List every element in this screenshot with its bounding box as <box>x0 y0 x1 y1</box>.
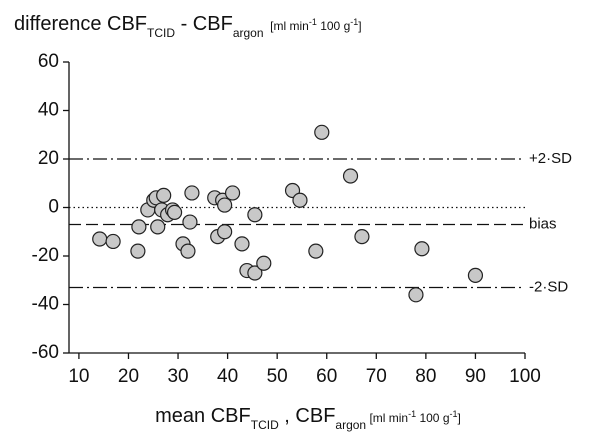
data-point <box>308 243 324 259</box>
text-part: -1 <box>309 17 317 27</box>
y-tick-label: -60 <box>32 342 59 363</box>
y-tick-label: 40 <box>38 100 59 121</box>
text-part: 100 g <box>317 19 350 33</box>
text-part: ] <box>358 19 361 33</box>
data-point <box>467 267 484 283</box>
data-point <box>224 185 241 201</box>
x-tick-label: 20 <box>118 366 139 387</box>
x-tick-label: 50 <box>267 366 288 387</box>
x-tick-label: 30 <box>167 366 188 387</box>
x-tick-label: 60 <box>316 366 337 387</box>
data-point <box>105 233 121 250</box>
text-part: 100 g <box>416 411 449 425</box>
data-point <box>130 243 146 259</box>
y-tick-label: 20 <box>38 148 59 169</box>
text-part: TCID <box>251 418 279 432</box>
text-part: argon <box>335 418 366 432</box>
data-point <box>180 243 196 259</box>
data-point <box>217 197 233 213</box>
data-point <box>150 219 166 235</box>
text-part: -1 <box>408 409 416 419</box>
data-point <box>217 224 233 240</box>
x-tick-label: 100 <box>509 366 541 387</box>
x-axis-label: mean CBFTCID , CBFargon [ml min-1 100 g-… <box>155 405 461 432</box>
x-tick-label: 70 <box>366 366 387 387</box>
data-point <box>92 231 108 247</box>
data-point <box>166 204 183 220</box>
x-tick-label: 10 <box>68 366 89 387</box>
data-point <box>131 219 147 235</box>
reference-label: +2·SD <box>529 150 572 167</box>
x-tick-label: 90 <box>465 366 486 387</box>
data-point <box>234 236 250 252</box>
data-point <box>182 214 198 230</box>
data-point <box>408 287 424 303</box>
text-part: argon <box>233 26 264 40</box>
data-point <box>156 187 172 203</box>
data-point <box>354 229 370 245</box>
text-part: -1 <box>350 17 358 27</box>
chart-title: difference CBFTCID - CBFargon [ml min-1 … <box>14 13 362 40</box>
data-point <box>184 185 200 201</box>
y-tick-label: 0 <box>48 197 59 218</box>
reference-label: bias <box>529 215 557 232</box>
text-part: mean CBF <box>155 405 251 427</box>
reference-label: -2·SD <box>529 278 568 295</box>
text-part: -1 <box>450 409 458 419</box>
text-part: - CBF <box>175 13 233 35</box>
y-tick-label: -20 <box>32 245 59 266</box>
data-point <box>256 255 272 271</box>
y-tick-label: 60 <box>38 51 59 72</box>
x-tick-label: 40 <box>217 366 238 387</box>
data-point <box>247 265 263 281</box>
data-point <box>314 124 330 140</box>
text-part: , CBF <box>279 405 336 427</box>
data-point <box>247 207 263 223</box>
text-part: difference CBF <box>14 13 147 35</box>
data-point <box>292 192 308 208</box>
x-tick-label: 80 <box>415 366 436 387</box>
text-part: [ml min <box>264 19 309 33</box>
text-part: ] <box>458 411 461 425</box>
text-part: TCID <box>147 26 175 40</box>
text-part: [ml min <box>366 411 408 425</box>
y-tick-label: -40 <box>32 294 59 315</box>
data-point <box>414 241 430 257</box>
data-point <box>342 168 359 184</box>
